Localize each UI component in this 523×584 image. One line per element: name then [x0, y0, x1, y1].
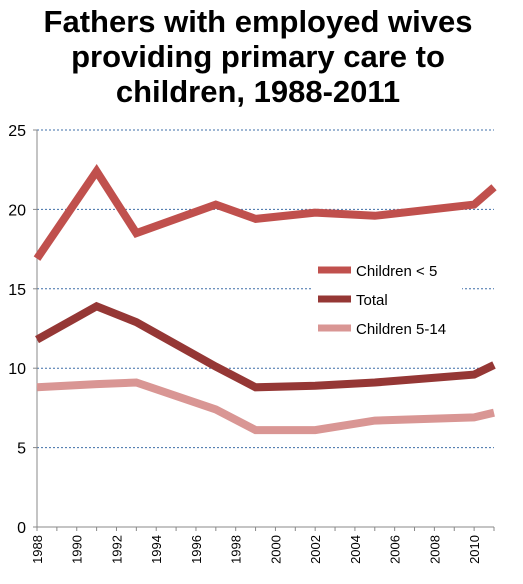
y-tick-label: 5: [17, 441, 26, 458]
series-0: [33, 164, 497, 261]
data-point: [255, 430, 256, 431]
data-point: [136, 322, 137, 323]
y-tick-label: 25: [8, 123, 26, 140]
data-point: [315, 212, 316, 213]
data-point: [96, 306, 97, 307]
data-point: [136, 382, 137, 383]
x-tick-label: 2002: [308, 535, 323, 564]
y-tick-label: 20: [8, 202, 26, 219]
data-point: [37, 258, 38, 259]
data-point: [374, 382, 375, 383]
data-point: [215, 366, 216, 367]
data-point: [96, 384, 97, 385]
chart-title-line: Fathers with employed wives: [44, 4, 473, 39]
y-axis-tick-labels: 0 5 10 15 20 25: [8, 123, 26, 537]
data-point: [474, 204, 475, 205]
series-1: [35, 301, 496, 392]
data-point: [37, 387, 38, 388]
legend-item: Children 5-14: [318, 321, 446, 338]
data-point: [255, 218, 256, 219]
y-tick-label: 15: [8, 282, 26, 299]
series-2: [36, 378, 495, 435]
x-tick-label: 1990: [70, 535, 85, 564]
data-point: [494, 365, 495, 366]
axes: [33, 129, 495, 531]
x-axis-tick-labels: 1988 1990 1992 1994 1996 1998 2000 2002 2004 2006…: [30, 535, 482, 564]
x-tick-label: 2004: [348, 535, 363, 564]
x-tick-label: 1998: [229, 535, 244, 564]
data-point: [374, 215, 375, 216]
x-tick-label: 2008: [427, 535, 442, 564]
legend-label: Children < 5: [356, 263, 437, 280]
legend-label: Total: [356, 292, 388, 309]
data-point: [474, 417, 475, 418]
data-point: [315, 385, 316, 386]
series-lines: [33, 164, 497, 435]
data-point: [474, 374, 475, 375]
legend-label: Children 5-14: [356, 321, 446, 338]
data-point: [215, 204, 216, 205]
x-tick-label: 1996: [189, 535, 204, 564]
data-point: [494, 187, 495, 188]
x-tick-label: 1994: [149, 535, 164, 564]
chart-title-line: providing primary care to: [71, 39, 445, 74]
x-tick-label: 2000: [268, 535, 283, 564]
legend-item: Children < 5: [318, 263, 437, 280]
series-line: [36, 378, 495, 435]
data-point: [96, 171, 97, 172]
legend: Children < 5 Total Children 5-14: [312, 256, 462, 342]
data-point: [136, 233, 137, 234]
chart-title-line: children, 1988-2011: [116, 74, 400, 109]
x-tick-label: 1988: [30, 535, 45, 564]
series-line: [33, 164, 497, 261]
series-line: [35, 301, 496, 392]
x-tick-label: 2010: [467, 535, 482, 564]
y-tick-label: 0: [17, 520, 26, 537]
data-point: [494, 412, 495, 413]
y-tick-label: 10: [8, 361, 26, 378]
x-tick-label: 2006: [388, 535, 403, 564]
x-tick-label: 1992: [109, 535, 124, 564]
data-point: [255, 387, 256, 388]
data-point: [37, 339, 38, 340]
legend-item: Total: [318, 292, 388, 309]
data-point: [215, 409, 216, 410]
data-point: [374, 420, 375, 421]
data-point: [315, 430, 316, 431]
